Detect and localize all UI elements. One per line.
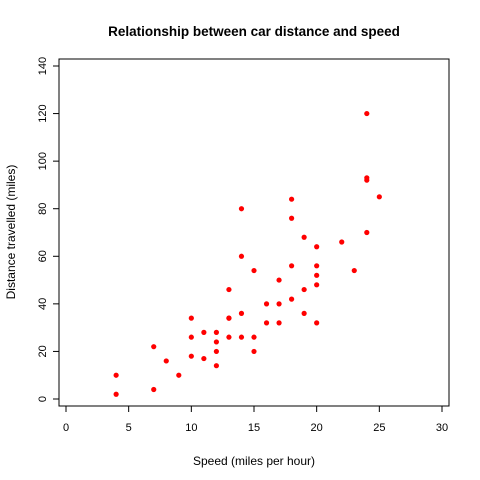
data-point: [301, 234, 307, 240]
y-tick-label: 20: [37, 345, 49, 357]
x-tick-label: 0: [63, 422, 69, 434]
x-axis-label: Speed (miles per hour): [193, 454, 315, 468]
x-tick-label: 30: [436, 422, 448, 434]
y-tick-label: 100: [37, 152, 49, 170]
data-point: [364, 110, 370, 117]
data-point: [113, 391, 119, 397]
data-point: [176, 372, 182, 378]
data-point: [151, 386, 157, 393]
data-point: [351, 267, 357, 274]
data-point: [276, 320, 282, 326]
data-point: [289, 196, 295, 202]
data-point: [251, 334, 257, 340]
chart-title: Relationship between car distance and sp…: [108, 24, 400, 39]
data-point: [276, 301, 282, 307]
data-point: [113, 372, 119, 378]
data-point: [339, 239, 345, 245]
data-point: [201, 329, 207, 335]
x-tick-label: 5: [126, 422, 132, 434]
y-tick-label: 80: [37, 203, 49, 215]
x-axis: 0 5 10 15 20 25 30: [63, 405, 448, 434]
data-point: [213, 339, 219, 345]
data-point: [314, 272, 320, 278]
data-point: [263, 320, 270, 326]
data-point: [213, 329, 219, 335]
data-point: [276, 277, 282, 283]
data-point: [289, 296, 295, 302]
y-tick-label: 40: [37, 298, 49, 310]
y-tick-label: 140: [37, 57, 49, 75]
data-point: [188, 334, 194, 340]
y-axis: 0 20 40 60 80 100 120 140: [37, 57, 60, 402]
data-point: [314, 320, 320, 326]
data-point: [314, 244, 320, 250]
data-point: [188, 315, 194, 321]
data-point: [151, 344, 157, 350]
data-points: [113, 110, 382, 397]
data-point: [188, 353, 194, 359]
data-point: [226, 315, 232, 321]
y-tick-label: 0: [37, 396, 49, 402]
data-point: [301, 310, 307, 316]
data-point: [289, 215, 295, 221]
data-point: [201, 355, 207, 362]
data-point: [376, 194, 382, 200]
data-point: [213, 363, 219, 369]
data-point: [251, 348, 257, 355]
data-point: [251, 267, 257, 274]
data-point: [226, 286, 232, 293]
data-point: [314, 263, 320, 269]
data-point: [263, 301, 270, 307]
data-point: [364, 175, 370, 181]
y-tick-label: 60: [37, 250, 49, 262]
y-tick-label: 120: [37, 104, 49, 122]
x-tick-label: 20: [311, 422, 323, 434]
data-point: [238, 206, 245, 212]
data-point: [238, 334, 245, 340]
data-point: [238, 253, 245, 259]
x-tick-label: 25: [373, 422, 385, 434]
data-point: [238, 310, 245, 316]
data-point: [364, 229, 370, 236]
data-point: [163, 358, 169, 364]
data-point: [226, 334, 232, 340]
data-point: [301, 286, 307, 293]
data-point: [289, 263, 295, 269]
x-tick-label: 15: [248, 422, 260, 434]
y-axis-label: Distance travelled (miles): [4, 165, 18, 300]
data-point: [213, 348, 219, 355]
x-tick-label: 10: [185, 422, 197, 434]
data-point: [314, 282, 320, 288]
